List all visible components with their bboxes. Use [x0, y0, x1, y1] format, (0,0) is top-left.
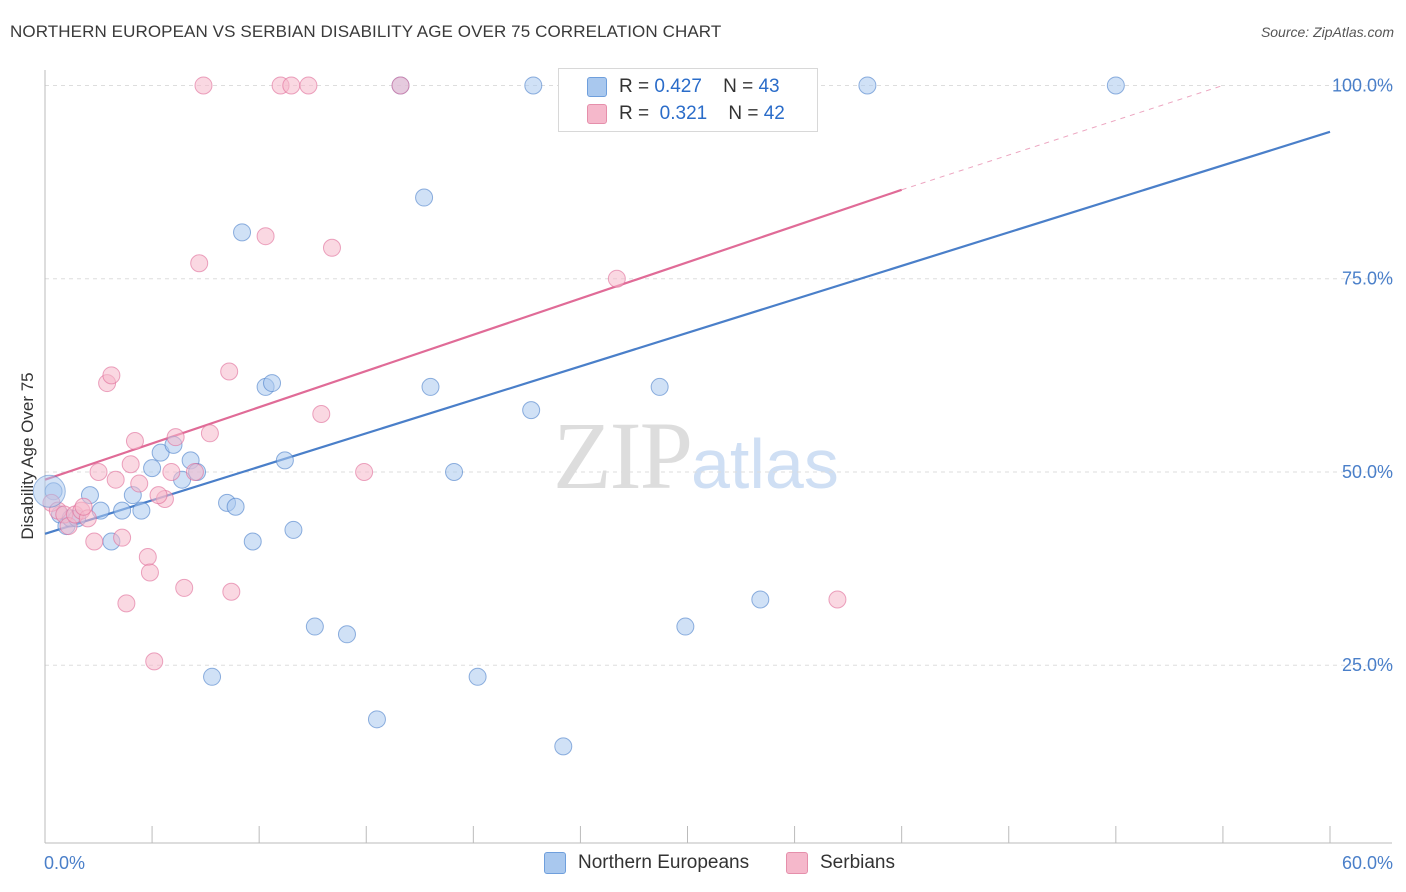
point-serbian — [138, 547, 157, 566]
legend-n-value: 43 — [758, 76, 780, 97]
point-serbian — [113, 528, 132, 547]
point-northern-european — [243, 532, 262, 551]
point-serbian — [256, 227, 275, 246]
point-serbian — [140, 563, 159, 582]
trend-line-northern-europeans — [44, 130, 1331, 535]
legend-r-label: R = — [619, 103, 650, 124]
legend-swatch-northern-europeans — [587, 77, 607, 97]
point-serbian — [166, 428, 185, 447]
legend-stats: R = 0.427 N = 43 — [619, 76, 780, 98]
trend-line-extension — [901, 84, 1224, 191]
point-northern-european — [305, 617, 324, 636]
point-serbian — [828, 590, 847, 609]
point-northern-european — [263, 374, 282, 393]
point-northern-european — [275, 451, 294, 470]
trend-line-serbians — [44, 188, 903, 481]
point-northern-european — [233, 223, 252, 242]
point-serbian — [125, 432, 144, 451]
point-serbian — [175, 578, 194, 597]
point-serbian — [149, 486, 168, 505]
point-serbian — [220, 362, 239, 381]
legend-n-label: N = — [723, 76, 754, 97]
point-northern-european — [132, 501, 151, 520]
bottom-legend-serbians[interactable]: Serbians — [786, 852, 895, 874]
bottom-legend-northern-europeans[interactable]: Northern Europeans — [544, 852, 749, 874]
point-serbian — [355, 462, 374, 481]
point-serbian — [145, 652, 164, 671]
point-northern-european — [421, 377, 440, 396]
point-northern-european — [468, 667, 487, 686]
legend-swatch-serbians — [587, 104, 607, 124]
legend-swatch-northern-europeans — [544, 852, 566, 874]
legend-r-value: 0.321 — [659, 103, 708, 124]
correlation-legend: R = 0.427 N = 43 R = 0.321 N = 42 — [558, 68, 818, 132]
point-serbian — [299, 76, 318, 95]
point-northern-european — [445, 462, 464, 481]
watermark-zip: ZIP — [553, 402, 693, 509]
point-northern-european — [415, 188, 434, 207]
point-serbian — [200, 424, 219, 443]
point-northern-european — [337, 625, 356, 644]
point-northern-european — [113, 501, 132, 520]
x-tick-label: 60.0% — [1342, 853, 1393, 873]
watermark: ZIPatlas — [553, 400, 839, 511]
point-serbian — [121, 455, 140, 474]
point-serbian — [74, 497, 93, 516]
legend-n-label: N = — [728, 103, 759, 124]
point-northern-european — [650, 377, 669, 396]
point-serbian — [190, 254, 209, 273]
point-northern-european — [676, 617, 695, 636]
point-serbian — [312, 404, 331, 423]
legend-swatch-serbians — [786, 852, 808, 874]
point-northern-european — [284, 520, 303, 539]
data-points — [32, 76, 1125, 756]
legend-label: Serbians — [820, 852, 895, 873]
axes — [44, 70, 1392, 844]
point-serbian — [391, 76, 410, 95]
point-northern-european — [367, 710, 386, 729]
point-serbian — [106, 470, 125, 489]
point-serbian — [102, 366, 121, 385]
legend-label: Northern Europeans — [578, 852, 750, 873]
point-serbian — [322, 238, 341, 257]
y-axis-title: Disability Age Over 75 — [18, 372, 37, 539]
point-serbian — [130, 474, 149, 493]
axis-labels: 25.0% 50.0% 75.0% 100.0% 0.0% 60.0% Disability… — [18, 75, 1393, 873]
point-serbian — [85, 532, 104, 551]
point-northern-european — [1106, 76, 1125, 95]
y-tick-label: 50.0% — [1342, 462, 1393, 482]
point-northern-european — [751, 590, 770, 609]
point-northern-european — [203, 667, 222, 686]
point-northern-european — [524, 76, 543, 95]
point-northern-european-large — [32, 474, 66, 508]
point-serbian — [607, 269, 626, 288]
legend-r-value: 0.427 — [654, 76, 702, 97]
point-northern-european — [522, 401, 541, 420]
point-serbian — [194, 76, 213, 95]
point-serbian — [89, 462, 108, 481]
point-serbian — [222, 582, 241, 601]
legend-n-value: 42 — [763, 103, 785, 124]
point-serbian — [185, 462, 204, 481]
x-tick-label: 0.0% — [44, 853, 85, 873]
point-serbian — [117, 594, 136, 613]
chart-title: NORTHERN EUROPEAN VS SERBIAN DISABILITY … — [10, 22, 722, 41]
point-northern-european — [143, 459, 162, 478]
source-label: Source: ZipAtlas.com — [1260, 24, 1394, 40]
point-serbian — [162, 462, 181, 481]
point-northern-european — [554, 737, 573, 756]
watermark-atlas: atlas — [691, 425, 839, 503]
y-tick-label: 25.0% — [1342, 655, 1393, 675]
y-tick-label: 75.0% — [1342, 269, 1393, 289]
grid-lines — [45, 84, 1392, 666]
point-northern-european — [226, 497, 245, 516]
legend-stats: R = 0.321 N = 42 — [619, 103, 785, 125]
point-northern-european — [858, 76, 877, 95]
point-serbian — [282, 76, 301, 95]
trend-lines — [44, 84, 1331, 535]
legend-r-label: R = — [619, 76, 650, 97]
y-tick-label: 100.0% — [1332, 75, 1393, 95]
